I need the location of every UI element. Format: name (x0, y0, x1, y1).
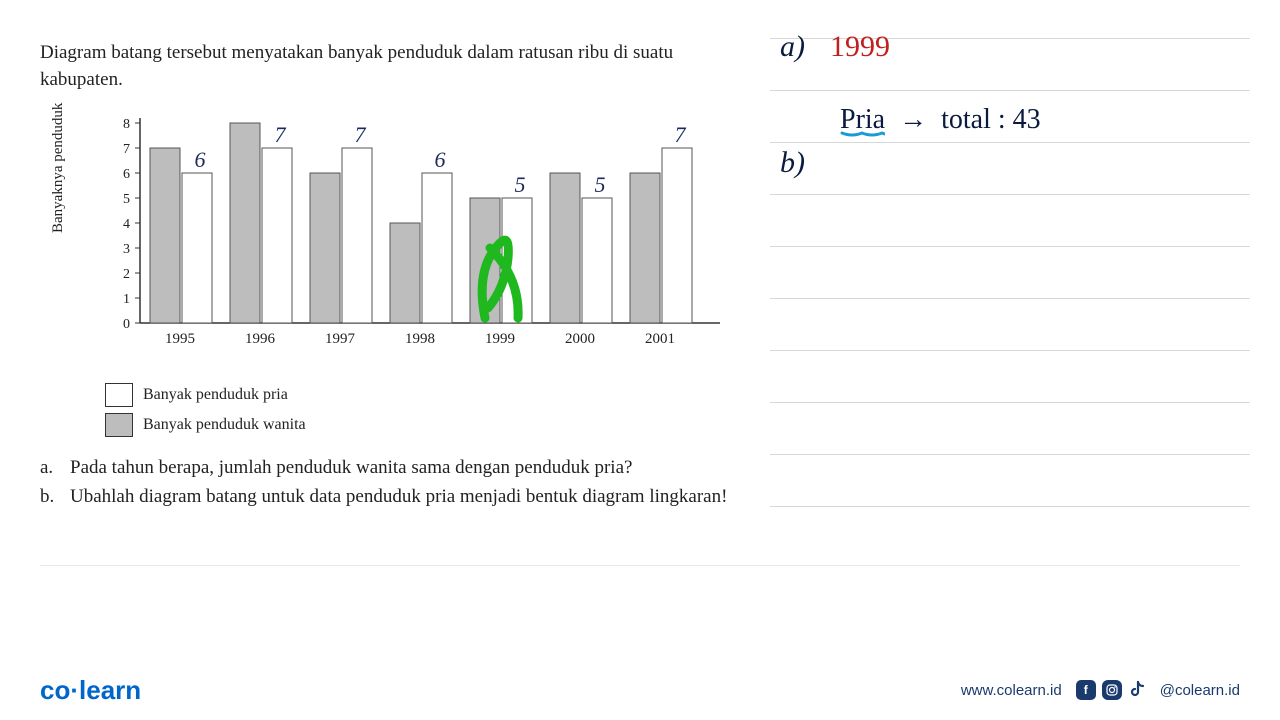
total-text: total : 43 (941, 104, 1041, 135)
svg-text:7: 7 (275, 122, 287, 147)
question-text: Pada tahun berapa, jumlah penduduk wanit… (70, 455, 740, 482)
svg-text:1995: 1995 (165, 331, 195, 347)
svg-text:7: 7 (675, 122, 687, 147)
instagram-icon (1102, 680, 1122, 700)
question-b: b. Ubahlah diagram batang untuk data pen… (40, 484, 740, 511)
tiktok-icon (1128, 680, 1146, 700)
pria-underline (840, 129, 885, 141)
answer-b-letter: b) (780, 146, 1240, 180)
problem-description: Diagram batang tersebut menyatakan banya… (40, 40, 740, 93)
svg-text:4: 4 (123, 217, 130, 232)
answer-a-row: a) 1999 (780, 30, 1240, 64)
svg-text:1996: 1996 (245, 331, 276, 347)
svg-text:6: 6 (435, 147, 446, 172)
svg-text:7: 7 (355, 122, 367, 147)
footer-handle: @colearn.id (1160, 682, 1240, 699)
svg-text:7: 7 (123, 142, 130, 157)
svg-text:3: 3 (123, 242, 130, 257)
footer: co·learn www.colearn.id f @colearn.id (0, 660, 1280, 720)
svg-text:1998: 1998 (405, 331, 435, 347)
chart-legend: Banyak penduduk pria Banyak penduduk wan… (105, 383, 740, 437)
svg-text:2000: 2000 (565, 331, 595, 347)
legend-label: Banyak penduduk pria (143, 386, 288, 404)
arrow: → (899, 104, 927, 135)
svg-text:5: 5 (515, 172, 526, 197)
question-a: a. Pada tahun berapa, jumlah penduduk wa… (40, 455, 740, 482)
svg-text:5: 5 (123, 192, 130, 207)
questions-block: a. Pada tahun berapa, jumlah penduduk wa… (40, 455, 740, 510)
social-icons: f (1076, 680, 1146, 700)
question-letter: b. (40, 484, 70, 511)
svg-text:2001: 2001 (645, 331, 675, 347)
svg-text:6: 6 (123, 167, 130, 182)
answer-pria-line: Pria → total : 43 (840, 104, 1240, 136)
footer-url: www.colearn.id (961, 682, 1062, 699)
answer-a-value: 1999 (830, 30, 890, 64)
legend-item-pria: Banyak penduduk pria (105, 383, 740, 407)
legend-label: Banyak penduduk wanita (143, 416, 306, 434)
problem-panel: Diagram batang tersebut menyatakan banya… (0, 0, 760, 720)
svg-text:1: 1 (123, 292, 130, 307)
y-axis-label: Banyaknya penduduk (50, 103, 67, 233)
svg-text:1999: 1999 (485, 331, 515, 347)
svg-text:1997: 1997 (325, 331, 356, 347)
legend-item-wanita: Banyak penduduk wanita (105, 413, 740, 437)
svg-text:6: 6 (195, 147, 206, 172)
chart-svg: 0 1 2 3 4 5 6 7 8 1995 6 1996 7 1997 7 1998 6 1999 5 2000 5 2… (90, 113, 730, 373)
legend-swatch (105, 413, 133, 437)
svg-text:2: 2 (123, 267, 130, 282)
svg-text:8: 8 (123, 117, 130, 132)
answer-a-letter: a) (780, 30, 830, 64)
facebook-icon: f (1076, 680, 1096, 700)
question-letter: a. (40, 455, 70, 482)
divider (40, 565, 1240, 566)
svg-text:5: 5 (595, 172, 606, 197)
brand-logo: co·learn (40, 675, 141, 706)
question-text: Ubahlah diagram batang untuk data pendud… (70, 484, 740, 511)
bar-chart: Banyaknya penduduk 012345678199561996719… (60, 113, 720, 373)
legend-swatch (105, 383, 133, 407)
answer-panel: a) 1999 Pria → total : 43 b) (760, 0, 1280, 720)
svg-text:0: 0 (123, 317, 130, 332)
